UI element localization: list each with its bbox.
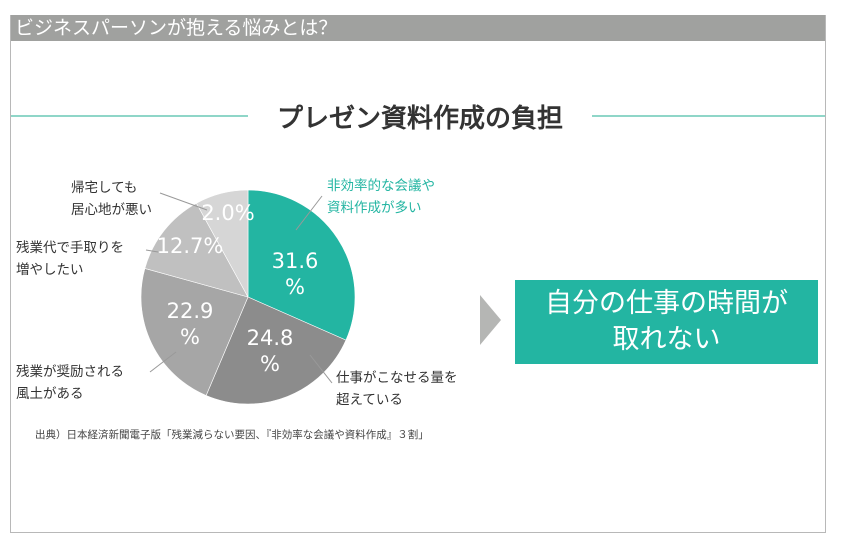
pie-slice-1	[205, 296, 347, 405]
leader-line-3	[145, 249, 159, 253]
leader-line-4	[159, 192, 208, 211]
conclusion-box: 自分の仕事の時間が 取れない	[515, 280, 818, 364]
slice-label-4: 帰宅しても 居心地が悪い	[71, 180, 152, 218]
leader-line-0	[295, 195, 323, 231]
title-rule-right	[592, 115, 825, 117]
pie-slice-2	[140, 268, 249, 396]
conclusion-line-2: 取れない	[612, 324, 721, 355]
slice-label-3: 残業代で手取りを 増やしたい	[16, 240, 124, 278]
conclusion-line-1: 自分の仕事の時間が	[545, 288, 788, 319]
slice-value-0: 31.6%	[272, 249, 319, 299]
slice-label-1: 仕事がこなせる量を 超えている	[336, 370, 458, 408]
header-bar: ビジネスパーソンが抱える悩みとは？	[11, 15, 825, 41]
arrow-right-icon	[480, 295, 501, 345]
slice-value-4: 2.0%	[201, 201, 254, 225]
pie-slice-0	[247, 189, 356, 341]
slice-value-3: 12.7%	[157, 234, 224, 258]
chart-title: プレゼン資料作成の負担	[276, 104, 563, 134]
slice-value-1: 24.8%	[247, 326, 294, 376]
slice-label-0: 非効率的な会議や 資料作成が多い	[327, 178, 435, 216]
pie-slice-4	[196, 189, 249, 298]
title-rule-left	[11, 115, 248, 117]
source-note: 出典）日本経済新聞電子版「残業減らない要因、『非効率な会議や資料作成』３割」	[35, 429, 429, 441]
leader-line-1	[309, 354, 333, 384]
leader-line-2	[149, 351, 177, 373]
pie-slice-3	[144, 202, 249, 298]
slice-label-2: 残業が奨励される 風土がある	[16, 364, 124, 402]
slice-value-2: 22.9%	[167, 299, 214, 349]
